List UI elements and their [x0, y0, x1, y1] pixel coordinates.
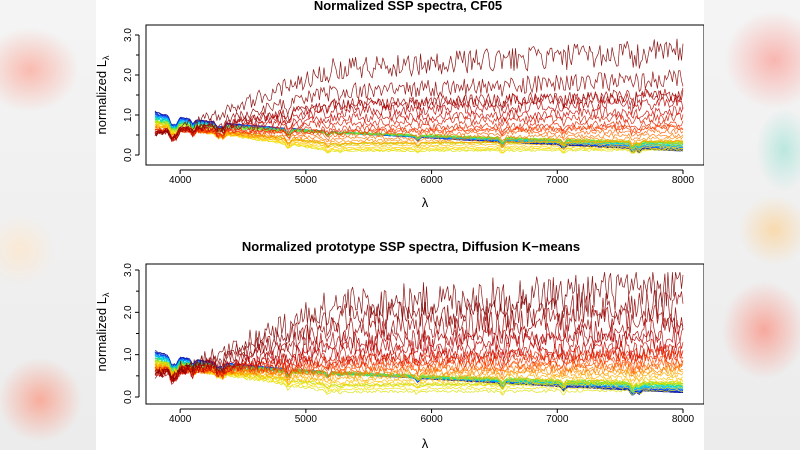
x-tick-label: 5000: [295, 175, 318, 186]
spectrum-line: [154, 121, 684, 154]
x-axis: 4000 5000 6000 7000 8000: [169, 408, 695, 425]
background-blur-right: [704, 0, 800, 450]
spectrum-line: [154, 304, 684, 380]
y-axis-label-subscript: λ: [101, 292, 111, 297]
spectrum-line: [154, 360, 684, 395]
x-axis-label: λ: [422, 195, 429, 210]
y-axis-label: normalized Lλ: [96, 292, 111, 371]
chart-top: Normalized SSP spectra, CF05 4000 5000 600…: [96, 0, 704, 210]
y-tick-label: 3.0: [123, 28, 134, 42]
x-tick-label: 7000: [546, 414, 569, 425]
x-tick-label: 7000: [546, 175, 569, 186]
y-tick-label: 2.0: [123, 68, 134, 82]
chart-title: Normalized prototype SSP spectra, Diffus…: [242, 239, 580, 254]
y-axis-label-main: normalized L: [96, 297, 109, 371]
x-axis-label: λ: [422, 436, 429, 450]
y-tick-label: 1.0: [123, 108, 134, 122]
figure-panel: Normalized SSP spectra, CF05 4000 5000 600…: [96, 0, 704, 450]
figure-svg: Normalized SSP spectra, CF05 4000 5000 600…: [96, 0, 704, 450]
spectrum-line: [154, 69, 684, 139]
y-axis-label-main: normalized L: [96, 60, 109, 134]
spectrum-line: [154, 362, 684, 386]
background-blur-left: [0, 0, 96, 450]
spectrum-line: [154, 358, 684, 380]
y-tick-label: 0.0: [123, 390, 134, 404]
x-tick-label: 8000: [672, 414, 695, 425]
spectrum-line: [154, 317, 684, 383]
spectra-lines: [154, 272, 684, 396]
x-tick-label: 4000: [169, 414, 192, 425]
y-tick-label: 1.0: [123, 347, 134, 361]
spectrum-line: [154, 355, 684, 383]
spectra-lines: [154, 38, 684, 154]
x-tick-label: 4000: [169, 175, 192, 186]
spectrum-line: [154, 126, 684, 146]
spectrum-line: [154, 97, 684, 142]
spectrum-line: [154, 362, 684, 383]
spectrum-line: [154, 123, 684, 141]
y-axis: 0.0 1.0 2.0 3.0: [123, 263, 140, 404]
spectrum-line: [154, 363, 684, 383]
spectrum-line: [154, 123, 684, 149]
spectrum-line: [154, 272, 684, 384]
spectrum-line: [154, 290, 684, 380]
x-axis: 4000 5000 6000 7000 8000: [169, 169, 695, 186]
y-axis: 0.0 1.0 2.0 3.0: [123, 28, 140, 162]
spectrum-line: [154, 345, 684, 382]
spectrum-line: [154, 123, 684, 153]
spectrum-line: [154, 112, 684, 143]
y-tick-label: 0.0: [123, 148, 134, 162]
spectrum-line: [154, 38, 684, 140]
x-tick-label: 6000: [420, 175, 443, 186]
x-tick-label: 8000: [672, 175, 695, 186]
chart-bottom: Normalized prototype SSP spectra, Diffus…: [96, 239, 704, 450]
y-axis-label-subscript: λ: [101, 55, 111, 60]
spectrum-line: [154, 119, 684, 147]
y-tick-label: 2.0: [123, 305, 134, 319]
spectrum-line: [154, 364, 684, 382]
chart-title: Normalized SSP spectra, CF05: [314, 0, 502, 13]
spectrum-line: [154, 105, 684, 141]
y-tick-label: 3.0: [123, 263, 134, 277]
plot-frame: [145, 24, 704, 166]
y-axis-label: normalized Lλ: [96, 55, 111, 134]
x-tick-label: 6000: [420, 414, 443, 425]
x-tick-label: 5000: [295, 414, 318, 425]
spectrum-line: [154, 88, 684, 141]
plot-frame: [145, 263, 704, 405]
